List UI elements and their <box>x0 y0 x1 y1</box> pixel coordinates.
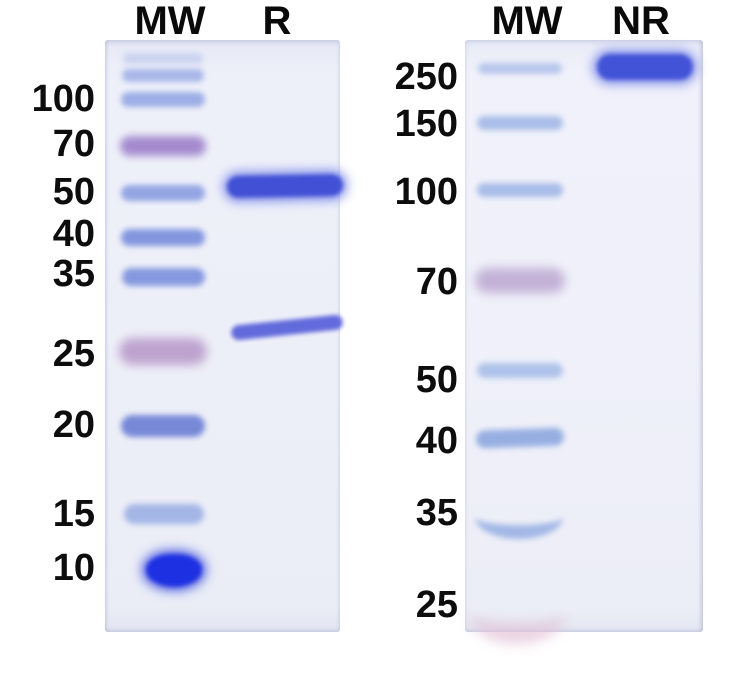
mw-label-right-40: 40 <box>415 420 458 462</box>
mw-label-left-35: 35 <box>52 253 95 295</box>
mw-label-right-35: 35 <box>415 492 458 534</box>
gel-panel-left <box>105 40 340 632</box>
marker-band-40 <box>121 229 205 246</box>
mw-label-right-250: 250 <box>394 56 458 98</box>
marker-band-100 <box>121 92 205 107</box>
marker-band-unlabeled-2 <box>122 69 204 82</box>
marker-band-25-right <box>468 580 566 644</box>
marker-band-35-right <box>475 495 563 539</box>
mw-label-left-70: 70 <box>52 123 95 165</box>
mw-label-right-150: 150 <box>394 103 458 145</box>
marker-band-150 <box>477 116 563 130</box>
marker-band-50-right <box>477 363 563 378</box>
lane-header-mw-left: MW <box>134 0 206 43</box>
lane-header-r: R <box>262 0 292 43</box>
mw-label-right-25: 25 <box>415 584 458 626</box>
marker-band-20 <box>121 415 205 437</box>
marker-band-250 <box>478 63 562 74</box>
marker-band-70 <box>120 136 206 156</box>
mw-label-left-40: 40 <box>52 213 95 255</box>
mw-label-left-20: 20 <box>52 404 95 446</box>
mw-label-right-100: 100 <box>394 171 458 213</box>
mw-label-left-25: 25 <box>52 333 95 375</box>
mw-label-left-10: 10 <box>52 547 95 589</box>
lane-header-nr: NR <box>612 0 670 43</box>
marker-band-50 <box>121 185 205 201</box>
mw-label-left-15: 15 <box>52 493 95 535</box>
mw-label-right-70: 70 <box>415 261 458 303</box>
mw-label-right-50: 50 <box>415 359 458 401</box>
marker-band-70-right <box>475 268 565 293</box>
marker-band-100-right <box>477 183 563 197</box>
marker-band-15 <box>124 504 204 524</box>
lane-header-mw-right: MW <box>491 0 563 43</box>
marker-band-25 <box>119 338 207 365</box>
marker-band-35 <box>122 268 205 286</box>
marker-band-40-right <box>475 427 565 449</box>
marker-band-unlabeled-top <box>123 53 203 64</box>
sample-band-NR <box>597 54 693 80</box>
sample-band-R-heavy <box>226 173 344 199</box>
mw-label-left-100: 100 <box>31 78 95 120</box>
mw-label-left-50: 50 <box>52 171 95 213</box>
marker-band-10 <box>146 554 202 587</box>
